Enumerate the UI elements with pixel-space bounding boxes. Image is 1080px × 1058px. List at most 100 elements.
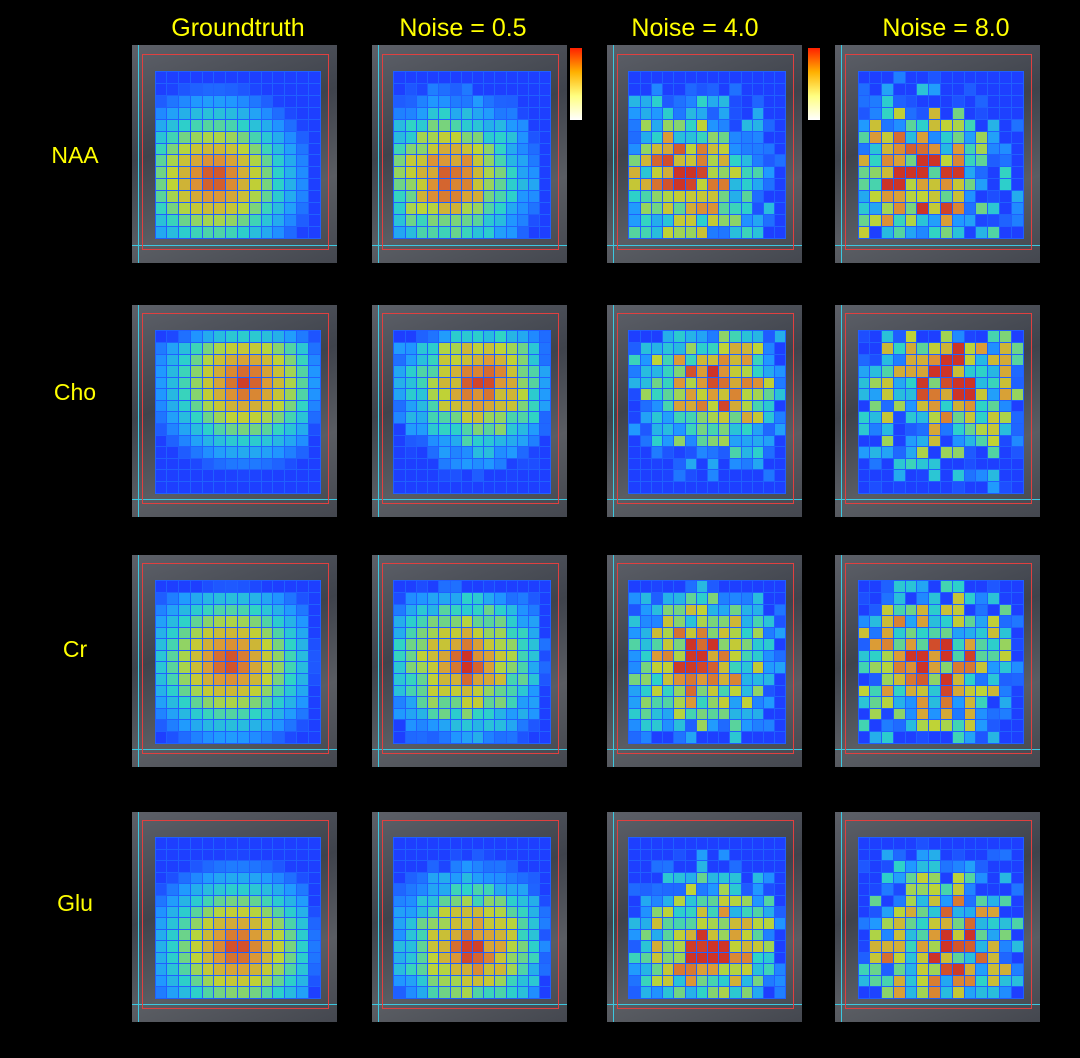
heatmap-grid — [628, 71, 787, 239]
heatmap-cell — [674, 708, 685, 720]
heatmap-cell — [719, 72, 730, 84]
heatmap-cell — [674, 424, 685, 435]
heatmap-cell — [517, 964, 528, 975]
heatmap-cell — [905, 731, 917, 743]
heatmap-cell — [917, 964, 929, 975]
heatmap-cell — [439, 389, 450, 400]
heatmap-cell — [226, 662, 238, 674]
heatmap-cell — [529, 975, 540, 987]
heatmap-cell — [764, 331, 775, 343]
heatmap-cell — [529, 674, 540, 685]
heatmap-cell — [696, 131, 707, 143]
heatmap-cell — [202, 697, 214, 708]
heatmap-cell — [651, 604, 663, 616]
heatmap-cell — [461, 470, 472, 481]
heatmap-cell — [202, 964, 214, 975]
heatmap-cell — [719, 952, 730, 964]
heatmap-cell — [964, 662, 976, 674]
heatmap-cell — [752, 861, 763, 872]
heatmap-cell — [964, 674, 976, 685]
heatmap-cell — [730, 616, 741, 627]
heatmap-cell — [741, 377, 752, 389]
heatmap-cell — [752, 731, 763, 743]
heatmap-cell — [416, 708, 428, 720]
heatmap-cell — [764, 674, 775, 685]
heatmap-cell — [428, 872, 439, 884]
heatmap-cell — [450, 720, 461, 731]
heatmap-cell — [249, 377, 261, 389]
heatmap-cell — [296, 872, 308, 884]
heatmap-cell — [450, 918, 461, 929]
heatmap-cell — [461, 627, 472, 639]
heatmap-cell — [882, 861, 893, 872]
heatmap-cell — [472, 354, 484, 366]
heatmap-cell — [261, 447, 273, 458]
heatmap-cell — [976, 143, 988, 155]
heatmap-cell — [273, 987, 285, 998]
heatmap-cell — [741, 179, 752, 191]
heatmap-cell — [730, 697, 741, 708]
heatmap-cell — [893, 179, 905, 191]
heatmap-cell — [416, 179, 428, 191]
heatmap-cell — [1011, 84, 1023, 95]
heatmap-cell — [663, 604, 674, 616]
heatmap-cell — [893, 731, 905, 743]
heatmap-cell — [674, 481, 685, 493]
heatmap-cell — [285, 604, 296, 616]
heatmap-cell — [707, 400, 719, 412]
heatmap-cell — [893, 639, 905, 650]
heatmap-cell — [651, 366, 663, 377]
heatmap-cell — [484, 616, 495, 627]
heatmap-cell — [461, 872, 472, 884]
heatmap-cell — [929, 131, 941, 143]
heatmap-cell — [261, 593, 273, 604]
heatmap-cell — [506, 884, 517, 895]
heatmap-cell — [273, 447, 285, 458]
heatmap-cell — [179, 107, 190, 119]
heatmap-cell — [674, 412, 685, 424]
heatmap-cell — [273, 107, 285, 119]
heatmap-cell — [870, 975, 882, 987]
heatmap-cell — [719, 447, 730, 458]
heatmap-cell — [226, 143, 238, 155]
heatmap-cell — [226, 872, 238, 884]
heatmap-cell — [917, 884, 929, 895]
heatmap-cell — [685, 581, 696, 593]
heatmap-cell — [952, 907, 964, 918]
heatmap-cell — [752, 650, 763, 662]
voi-box — [142, 313, 329, 505]
heatmap-cell — [629, 987, 640, 998]
heatmap-cell — [179, 131, 190, 143]
heatmap-cell — [988, 226, 999, 238]
heatmap-cell — [506, 627, 517, 639]
heatmap-cell — [439, 458, 450, 470]
heatmap-cell — [190, 447, 202, 458]
heatmap-cell — [696, 941, 707, 952]
heatmap-cell — [999, 366, 1011, 377]
heatmap-cell — [870, 167, 882, 179]
heatmap-cell — [663, 191, 674, 203]
heatmap-cell — [450, 366, 461, 377]
heatmap-cell — [741, 907, 752, 918]
heatmap-cell — [719, 215, 730, 226]
grid-line — [138, 45, 140, 263]
heatmap-grid — [154, 330, 321, 494]
heatmap-cell — [308, 215, 320, 226]
heatmap-cell — [905, 143, 917, 155]
heatmap-cell — [929, 435, 941, 447]
grid-line — [138, 305, 140, 517]
heatmap-cell — [472, 685, 484, 697]
heatmap-cell — [238, 131, 249, 143]
heatmap-cell — [952, 964, 964, 975]
heatmap-cell — [730, 861, 741, 872]
heatmap-cell — [988, 470, 999, 481]
heatmap-cell — [285, 720, 296, 731]
heatmap-cell — [439, 155, 450, 167]
heatmap-cell — [155, 838, 167, 849]
heatmap-cell — [394, 838, 405, 849]
heatmap-cell — [472, 447, 484, 458]
grid-line — [377, 555, 379, 767]
heatmap-cell — [988, 929, 999, 941]
heatmap-cell — [929, 861, 941, 872]
heatmap-cell — [285, 481, 296, 493]
